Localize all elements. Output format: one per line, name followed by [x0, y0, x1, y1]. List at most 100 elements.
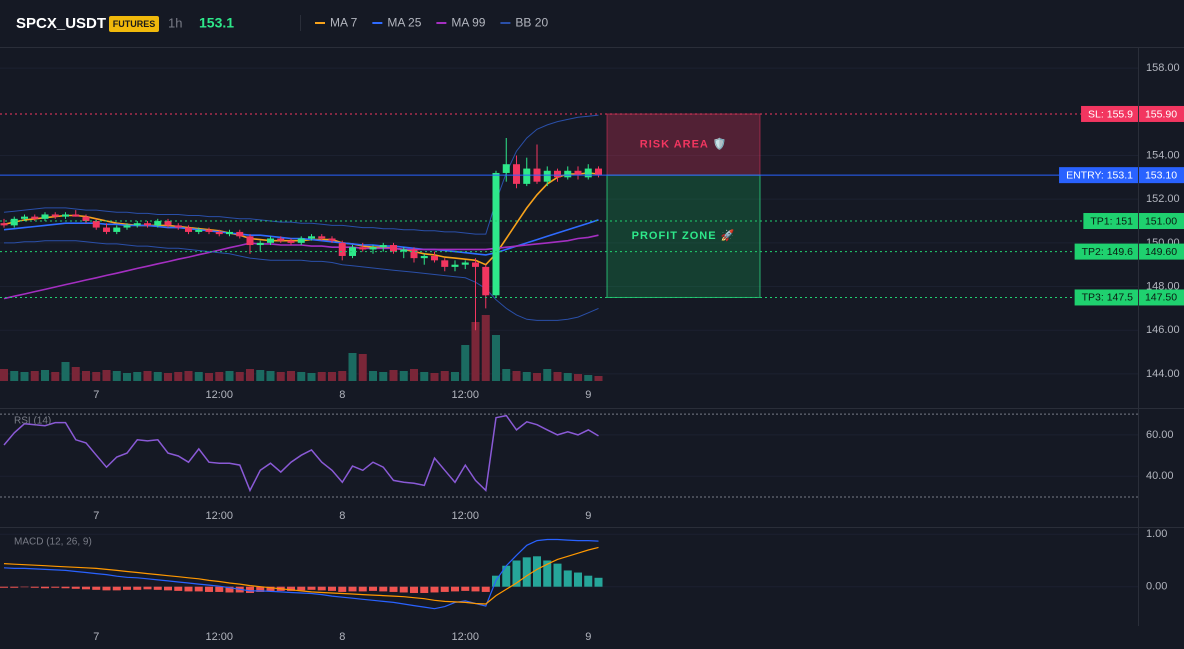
- volume-bar: [297, 372, 306, 381]
- macd-histogram-bar: [358, 586, 367, 592]
- macd-histogram-bar: [594, 577, 603, 587]
- x-tick-label: 12:00: [205, 631, 233, 643]
- candle-body: [420, 255, 428, 259]
- macd-histogram-bar: [194, 586, 203, 592]
- volume-bar: [502, 369, 511, 381]
- volume-bar: [71, 367, 80, 381]
- volume-bar: [215, 372, 224, 381]
- candle-body: [215, 231, 223, 235]
- volume-bar: [358, 354, 367, 381]
- macd-histogram-bar: [153, 586, 162, 590]
- volume-bar: [410, 369, 418, 381]
- candle-body: [338, 242, 346, 256]
- macd-histogram-bar: [123, 586, 131, 590]
- volume-bar: [61, 362, 70, 381]
- level-label-box: [1074, 289, 1138, 306]
- level-label-box: [1059, 167, 1138, 184]
- volume-bar: [82, 371, 90, 381]
- macd-histogram-bar: [379, 586, 388, 592]
- x-tick-label: 7: [93, 510, 99, 522]
- volume-bar: [102, 370, 111, 381]
- candle-body: [451, 264, 459, 267]
- macd-histogram-bar: [543, 560, 552, 587]
- bb-line: [4, 240, 599, 321]
- interval: 1h: [168, 15, 182, 30]
- candle-body: [554, 170, 561, 178]
- candle-body: [308, 236, 315, 239]
- macd-histogram-bar: [369, 586, 377, 591]
- volume-bar: [543, 369, 552, 381]
- macd-histogram-bar: [420, 586, 429, 593]
- x-tick-label: 12:00: [451, 389, 479, 401]
- candle-body: [482, 266, 490, 296]
- volume-bar: [266, 371, 275, 381]
- volume-bar: [164, 373, 172, 381]
- x-tick-label: 8: [339, 389, 345, 401]
- macd-histogram-bar: [584, 575, 593, 587]
- pane-title: MACD (12, 26, 9): [14, 537, 92, 548]
- candle-body: [492, 172, 500, 296]
- x-tick-label: 12:00: [451, 510, 479, 522]
- volume-bar: [420, 372, 429, 381]
- y-tick-label: 144.00: [1146, 368, 1180, 380]
- candle-body: [41, 214, 49, 219]
- level-label: SL: 155.9: [1088, 108, 1133, 120]
- macd-histogram-bar: [430, 586, 439, 593]
- macd-histogram-bar: [82, 586, 90, 590]
- level-label-box: [1074, 243, 1138, 260]
- risk-zone: [606, 113, 761, 176]
- macd-histogram-bar: [246, 586, 254, 593]
- macd-histogram-bar: [112, 586, 121, 591]
- candle-body: [246, 236, 254, 246]
- volume-bar: [317, 372, 326, 381]
- y-tick-label: 1.00: [1146, 528, 1167, 540]
- candle-body: [431, 255, 438, 261]
- macd-histogram-bar: [563, 570, 572, 587]
- macd-histogram-bar: [399, 586, 408, 593]
- volume-bar: [225, 371, 234, 381]
- macd-histogram-bar: [481, 586, 490, 592]
- candle-body: [92, 221, 100, 228]
- volume-bar: [256, 370, 265, 381]
- x-tick-label: 7: [93, 631, 99, 643]
- candle-body: [564, 170, 572, 178]
- volume-bar: [584, 375, 593, 381]
- candle-body: [236, 231, 244, 237]
- legend-label: MA 25: [387, 16, 421, 30]
- level-value: 153.10: [1145, 169, 1177, 181]
- legend-label: MA 99: [451, 16, 485, 30]
- candle-body: [574, 170, 582, 176]
- volume-bar: [92, 372, 101, 381]
- macd-histogram-bar: [102, 586, 111, 591]
- candle-body: [369, 247, 377, 250]
- x-tick-label: 8: [339, 631, 345, 643]
- macd-histogram-bar: [328, 586, 336, 591]
- candle-body: [277, 238, 285, 241]
- volume-bar: [133, 372, 142, 381]
- volume-bar: [328, 372, 336, 381]
- macd-histogram-bar: [41, 586, 49, 589]
- volume-bar: [440, 371, 449, 381]
- macd-histogram-bar: [205, 586, 213, 592]
- candle-body: [390, 245, 397, 252]
- macd-histogram-bar: [51, 586, 60, 588]
- level-label-box: [1083, 213, 1138, 230]
- symbol: SPCX_USDT: [16, 15, 106, 32]
- volume-bar: [522, 372, 531, 381]
- pane-title: RSI (14): [14, 416, 51, 427]
- candle-body: [31, 216, 39, 219]
- rsi-line: [3, 414, 599, 493]
- candle-body: [461, 262, 469, 265]
- candle-body: [318, 236, 326, 239]
- x-tick-label: 8: [339, 510, 345, 522]
- macd-histogram-bar: [30, 586, 39, 588]
- volume-bar: [205, 373, 213, 381]
- level-value: 151.00: [1145, 215, 1177, 227]
- volume-bar: [492, 335, 500, 381]
- macd-histogram-bar: [266, 586, 275, 592]
- volume-bar: [471, 322, 480, 381]
- level-value-box: [1139, 167, 1184, 184]
- candle-body: [154, 221, 162, 226]
- candle-body: [400, 249, 408, 252]
